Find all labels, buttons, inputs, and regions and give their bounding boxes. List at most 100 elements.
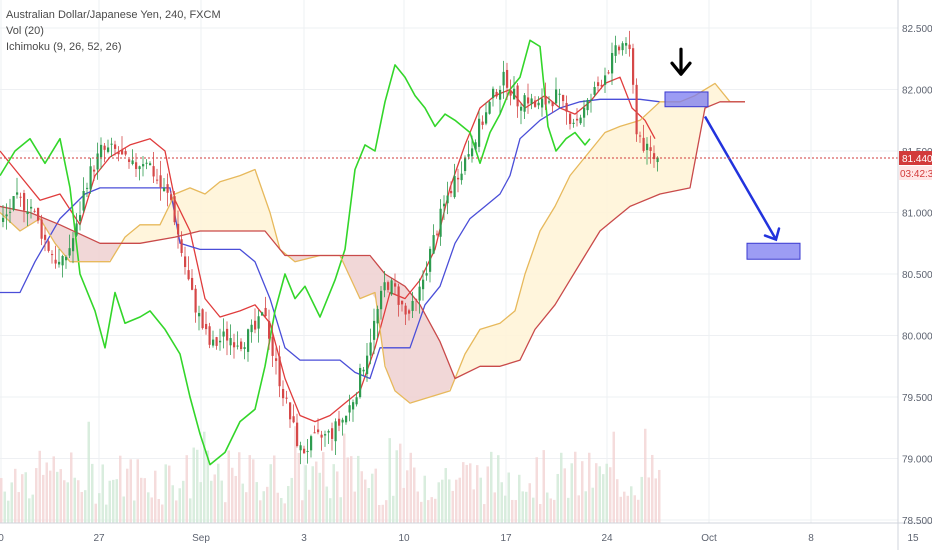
candle-body bbox=[649, 147, 652, 151]
cloud-segment bbox=[668, 101, 672, 193]
candle-body bbox=[355, 397, 358, 405]
volume-bar bbox=[392, 495, 395, 523]
cloud-segment bbox=[688, 96, 692, 189]
price-tick-label: 82.500 bbox=[902, 24, 932, 35]
cloud-segment bbox=[200, 192, 204, 231]
candle-body bbox=[51, 254, 54, 256]
candle-body bbox=[219, 340, 222, 343]
volume-bar bbox=[119, 455, 122, 523]
cloud-segment bbox=[556, 196, 560, 304]
cloud-segment bbox=[168, 200, 172, 239]
cloud-segment bbox=[584, 153, 588, 258]
candle-body bbox=[240, 341, 243, 350]
cloud-segment bbox=[620, 125, 624, 215]
candle-body bbox=[513, 88, 516, 100]
volume-bar bbox=[248, 455, 251, 523]
candle-body bbox=[292, 416, 295, 423]
candle-body bbox=[26, 211, 29, 215]
cloud-segment bbox=[460, 356, 464, 377]
cloud-segment bbox=[252, 170, 256, 231]
cloud-segment bbox=[80, 234, 84, 262]
cloud-segment bbox=[532, 242, 536, 336]
candle-body bbox=[394, 283, 397, 287]
volume-bar bbox=[570, 463, 573, 523]
volume-bar bbox=[73, 477, 76, 523]
volume-bar bbox=[535, 457, 538, 523]
candle-body bbox=[334, 421, 337, 442]
candle-body bbox=[541, 98, 544, 108]
volume-bar bbox=[511, 499, 514, 523]
candle-body bbox=[131, 160, 134, 165]
candle-body bbox=[359, 367, 362, 398]
candle-body bbox=[348, 405, 351, 413]
candle-body bbox=[439, 208, 442, 237]
legend-vol[interactable]: Vol (20) bbox=[6, 25, 44, 37]
volume-bar bbox=[231, 467, 234, 523]
annotations[interactable] bbox=[664, 47, 801, 260]
volume-bar bbox=[399, 443, 402, 523]
volume-bar bbox=[423, 475, 426, 523]
candle-body bbox=[250, 324, 253, 333]
volume-bar bbox=[591, 487, 594, 523]
volume-bar bbox=[31, 494, 34, 523]
candle-body bbox=[576, 118, 579, 121]
cloud-segment bbox=[220, 180, 224, 231]
volume-bar bbox=[276, 492, 279, 523]
price-axis[interactable] bbox=[898, 0, 932, 550]
cloud-segment bbox=[580, 158, 584, 264]
candle-body bbox=[380, 290, 383, 310]
cloud-segment bbox=[56, 223, 60, 250]
volume-bar bbox=[549, 498, 552, 523]
candle-body bbox=[506, 69, 509, 88]
volume-bar bbox=[294, 426, 297, 523]
candle-body bbox=[646, 143, 649, 151]
volume-bar bbox=[329, 498, 332, 523]
cloud-segment bbox=[356, 255, 360, 299]
volume-bar bbox=[553, 499, 556, 523]
volume-bar bbox=[367, 488, 370, 523]
cloud-segment bbox=[160, 216, 164, 240]
volume-bar bbox=[465, 464, 468, 523]
time-tick-label: 24 bbox=[601, 533, 613, 544]
volume-bar bbox=[157, 499, 160, 523]
volume-bar bbox=[560, 452, 563, 523]
volume-bar bbox=[129, 459, 132, 523]
volume-bar bbox=[413, 467, 416, 523]
line-senkou-b bbox=[0, 101, 745, 380]
volume-bar bbox=[469, 463, 472, 523]
time-tick-label: 0 bbox=[0, 533, 4, 544]
cloud-segment bbox=[552, 204, 556, 309]
candle-body bbox=[166, 184, 169, 193]
cloud-segment bbox=[604, 131, 608, 228]
candle-body bbox=[331, 428, 334, 439]
candle-body bbox=[464, 157, 467, 172]
candle-body bbox=[471, 148, 474, 157]
legend-title[interactable]: Australian Dollar/Japanese Yen, 240, FXC… bbox=[6, 9, 221, 21]
cloud-segment bbox=[592, 143, 596, 245]
volume-bar bbox=[252, 459, 255, 523]
volume-bar bbox=[343, 433, 346, 523]
volume-bar bbox=[581, 461, 584, 523]
time-tick-label: 15 bbox=[907, 533, 919, 544]
volume-bar bbox=[63, 480, 66, 523]
volume-bar bbox=[577, 495, 580, 523]
candle-body bbox=[600, 84, 603, 87]
volume-bar bbox=[273, 455, 276, 523]
price-tick-label: 80.500 bbox=[902, 270, 932, 281]
candle-body bbox=[2, 217, 5, 222]
volume-bar bbox=[357, 455, 360, 523]
cloud-segment bbox=[636, 120, 640, 204]
volume-bar bbox=[178, 488, 181, 523]
cloud-segment bbox=[544, 217, 548, 319]
volume-bar bbox=[395, 450, 398, 523]
candle-body bbox=[593, 87, 596, 95]
volume-bar bbox=[483, 504, 486, 523]
candle-body bbox=[44, 234, 47, 240]
legend-ichimoku[interactable]: Ichimoku (9, 26, 52, 26) bbox=[6, 41, 122, 53]
volume-bar bbox=[336, 471, 339, 523]
volume-bar bbox=[616, 479, 619, 523]
cloud-segment bbox=[568, 173, 572, 284]
volume-bar bbox=[108, 480, 111, 523]
cloud-segment bbox=[232, 176, 236, 231]
